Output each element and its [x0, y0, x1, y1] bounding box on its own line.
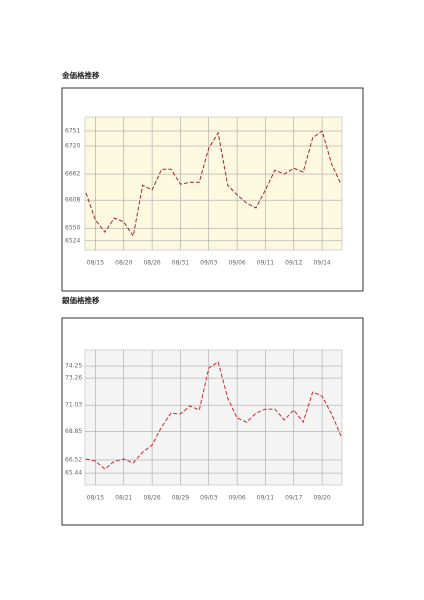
- y-tick-label: 6608: [65, 197, 80, 204]
- x-tick-label: 08/31: [172, 260, 189, 267]
- price-line: [85, 130, 342, 238]
- y-tick-label: 74.25: [65, 363, 82, 370]
- y-tick-label: 6751: [65, 128, 80, 135]
- y-tick-label: 6550: [65, 225, 80, 232]
- x-tick-label: 08/26: [143, 260, 160, 267]
- x-tick-label: 08/15: [87, 495, 104, 502]
- x-tick-label: 09/03: [200, 260, 217, 267]
- x-tick-label: 09/11: [257, 260, 274, 267]
- x-tick-label: 09/06: [228, 495, 245, 502]
- x-tick-label: 09/14: [313, 260, 330, 267]
- x-tick-label: 08/26: [143, 495, 160, 502]
- price-line: [85, 361, 342, 470]
- x-tick-label: 08/20: [115, 260, 132, 267]
- x-tick-label: 09/17: [285, 495, 302, 502]
- y-tick-label: 66.52: [65, 456, 82, 463]
- y-tick-label: 71.03: [65, 402, 82, 409]
- section-heading: 金価格推移: [61, 70, 100, 80]
- y-tick-label: 6720: [65, 143, 80, 150]
- x-tick-label: 09/06: [228, 260, 245, 267]
- x-tick-label: 09/11: [257, 495, 274, 502]
- x-tick-label: 08/15: [87, 260, 104, 267]
- x-tick-label: 09/12: [285, 260, 302, 267]
- y-tick-label: 73.26: [65, 375, 82, 382]
- x-tick-label: 09/03: [200, 495, 217, 502]
- x-tick-label: 08/21: [115, 495, 132, 502]
- y-tick-label: 68.85: [65, 428, 82, 435]
- y-tick-label: 6662: [65, 171, 80, 178]
- section-heading: 銀価格推移: [61, 295, 100, 305]
- y-tick-label: 65.44: [65, 470, 82, 477]
- x-tick-label: 09/20: [313, 495, 330, 502]
- y-tick-label: 6524: [65, 237, 80, 244]
- x-tick-label: 08/29: [172, 495, 189, 502]
